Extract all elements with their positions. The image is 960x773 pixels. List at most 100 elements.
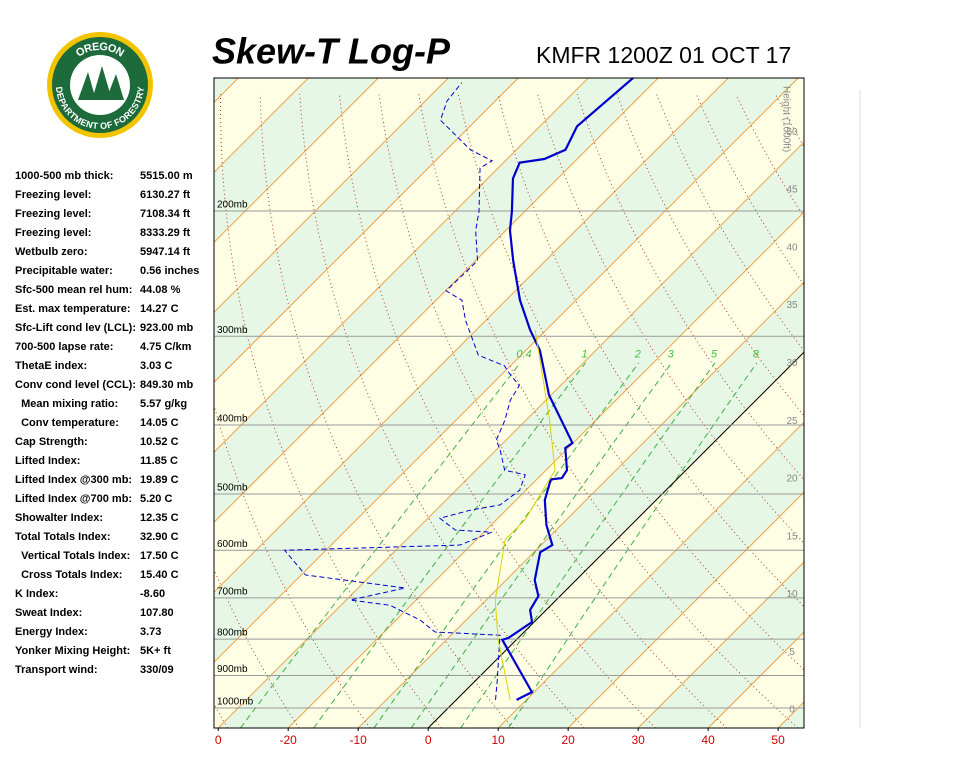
isotherm <box>214 78 379 243</box>
dry-adiabat <box>934 94 960 728</box>
logo-trees <box>78 66 124 100</box>
mixing-ratio-line <box>373 362 640 728</box>
stat-value: 5515.00 m <box>140 170 193 182</box>
stat-label: Conv cond level (CCL): <box>15 379 136 391</box>
stat-label: Lifted Index: <box>15 455 80 467</box>
zero-isotherm <box>427 351 804 728</box>
isotherm <box>214 78 449 313</box>
isotherm <box>637 561 804 728</box>
stat-value: 7108.34 ft <box>140 208 190 220</box>
height-label: 5 <box>789 647 795 658</box>
stat-value: 5947.14 ft <box>140 246 190 258</box>
stat-value: 107.80 <box>140 607 174 619</box>
dry-adiabat <box>855 94 960 728</box>
stat-value: 14.05 C <box>140 417 179 429</box>
stat-label: Mean mixing ratio: <box>15 398 118 410</box>
height-label: 40 <box>786 242 798 253</box>
stat-label: Showalter Index: <box>15 512 103 524</box>
stat-value: 3.73 <box>140 626 161 638</box>
stat-label: Vertical Totals Index: <box>15 550 130 562</box>
isotherm <box>214 78 729 593</box>
dry-adiabat <box>378 94 728 728</box>
mixing-ratio-line <box>410 362 672 728</box>
stat-label: K Index: <box>15 588 58 600</box>
stat-value: 19.89 C <box>140 474 179 486</box>
stat-value: 330/09 <box>140 664 174 676</box>
mixing-ratio-line <box>240 362 521 728</box>
stat-value: 0.56 inches <box>140 265 199 277</box>
stat-value: 5.57 g/kg <box>140 398 187 410</box>
stat-label: ThetaE index: <box>15 360 87 372</box>
dry-adiabat <box>815 94 960 728</box>
mixing-ratio-label: 1 <box>581 349 587 361</box>
stat-value: 14.27 C <box>140 303 179 315</box>
x-tick-label: 50 <box>771 733 785 747</box>
isotherm <box>214 78 799 663</box>
pressure-label: 400mb <box>217 414 248 425</box>
stat-label: Freezing level: <box>15 189 91 201</box>
stat-label: Total Totals Index: <box>15 531 111 543</box>
height-label: 15 <box>786 531 798 542</box>
height-label: 50 <box>786 127 798 138</box>
isotherm-band <box>214 78 804 728</box>
profile-line <box>283 82 526 700</box>
dry-adiabat <box>220 94 442 728</box>
pressure-label: 500mb <box>217 483 248 494</box>
height-axis-label: Height (1000ft) <box>780 86 791 152</box>
x-tick-label: 30 <box>631 733 645 747</box>
profile-line <box>500 78 634 701</box>
plot-frame <box>213 77 805 729</box>
pressure-label: 1000mb <box>217 697 254 708</box>
mixing-ratio-label: 8 <box>753 349 760 361</box>
isotherm-band <box>778 702 804 728</box>
mixing-ratio-label: 5 <box>711 349 718 361</box>
stat-label: Lifted Index @700 mb: <box>15 493 132 505</box>
stat-label: Energy Index: <box>15 626 88 638</box>
mixing-ratio-label: 3 <box>668 349 675 361</box>
stat-label: Freezing level: <box>15 227 91 239</box>
stat-value: 5.20 C <box>140 493 172 505</box>
pressure-label: 900mb <box>217 664 248 675</box>
dry-adiabat <box>214 403 371 728</box>
isotherm-band <box>848 78 960 728</box>
dry-adiabat <box>894 94 960 728</box>
title: Skew-T Log-P <box>212 31 451 72</box>
station: KMFR 1200Z 01 OCT 17 <box>536 42 791 68</box>
stat-label: Wetbulb zero: <box>15 246 88 258</box>
isotherm <box>287 211 804 728</box>
mixing-ratio-label: 0.4 <box>516 349 531 361</box>
stat-value: 8333.29 ft <box>140 227 190 239</box>
x-tick-label: 20 <box>561 733 575 747</box>
x-tick-label: -20 <box>280 733 298 747</box>
stat-value: 11.85 C <box>140 455 178 467</box>
mixing-ratio-label: 2 <box>634 349 641 361</box>
x-tick-label: 0 <box>215 733 222 747</box>
stat-label: 700-500 lapse rate: <box>15 341 113 353</box>
height-label: 35 <box>786 300 798 311</box>
stat-value: 4.75 C/km <box>140 341 192 353</box>
stat-label: Freezing level: <box>15 208 91 220</box>
stat-value: 849.30 mb <box>140 379 193 391</box>
stat-value: 32.90 C <box>140 531 179 543</box>
x-tick-label: 10 <box>491 733 505 747</box>
stat-label: 1000-500 mb thick: <box>15 170 113 182</box>
height-label: 20 <box>786 474 798 485</box>
stats: 1000-500 mb thick: 5515.00 m Freezing leve… <box>15 170 199 676</box>
stat-label: Sweat Index: <box>15 607 82 619</box>
stat-label: Transport wind: <box>15 664 98 676</box>
stat-value: 5K+ ft <box>140 645 171 657</box>
dry-adiabat <box>214 568 300 728</box>
isotherm <box>777 701 804 728</box>
logo-top-text: OREGON <box>74 41 126 60</box>
stat-label: Precipitable water: <box>15 265 113 277</box>
pressure-label: 600mb <box>217 539 248 550</box>
stat-label: Cross Totals Index: <box>15 569 122 581</box>
profile-line <box>494 329 556 700</box>
pressure-label: 800mb <box>217 628 248 639</box>
mixing-ratio-line <box>460 362 716 728</box>
x-tick-label: 0 <box>425 733 432 747</box>
stat-label: Est. max temperature: <box>15 303 131 315</box>
x-tick-label: -10 <box>350 733 368 747</box>
height-label: 10 <box>786 589 798 600</box>
